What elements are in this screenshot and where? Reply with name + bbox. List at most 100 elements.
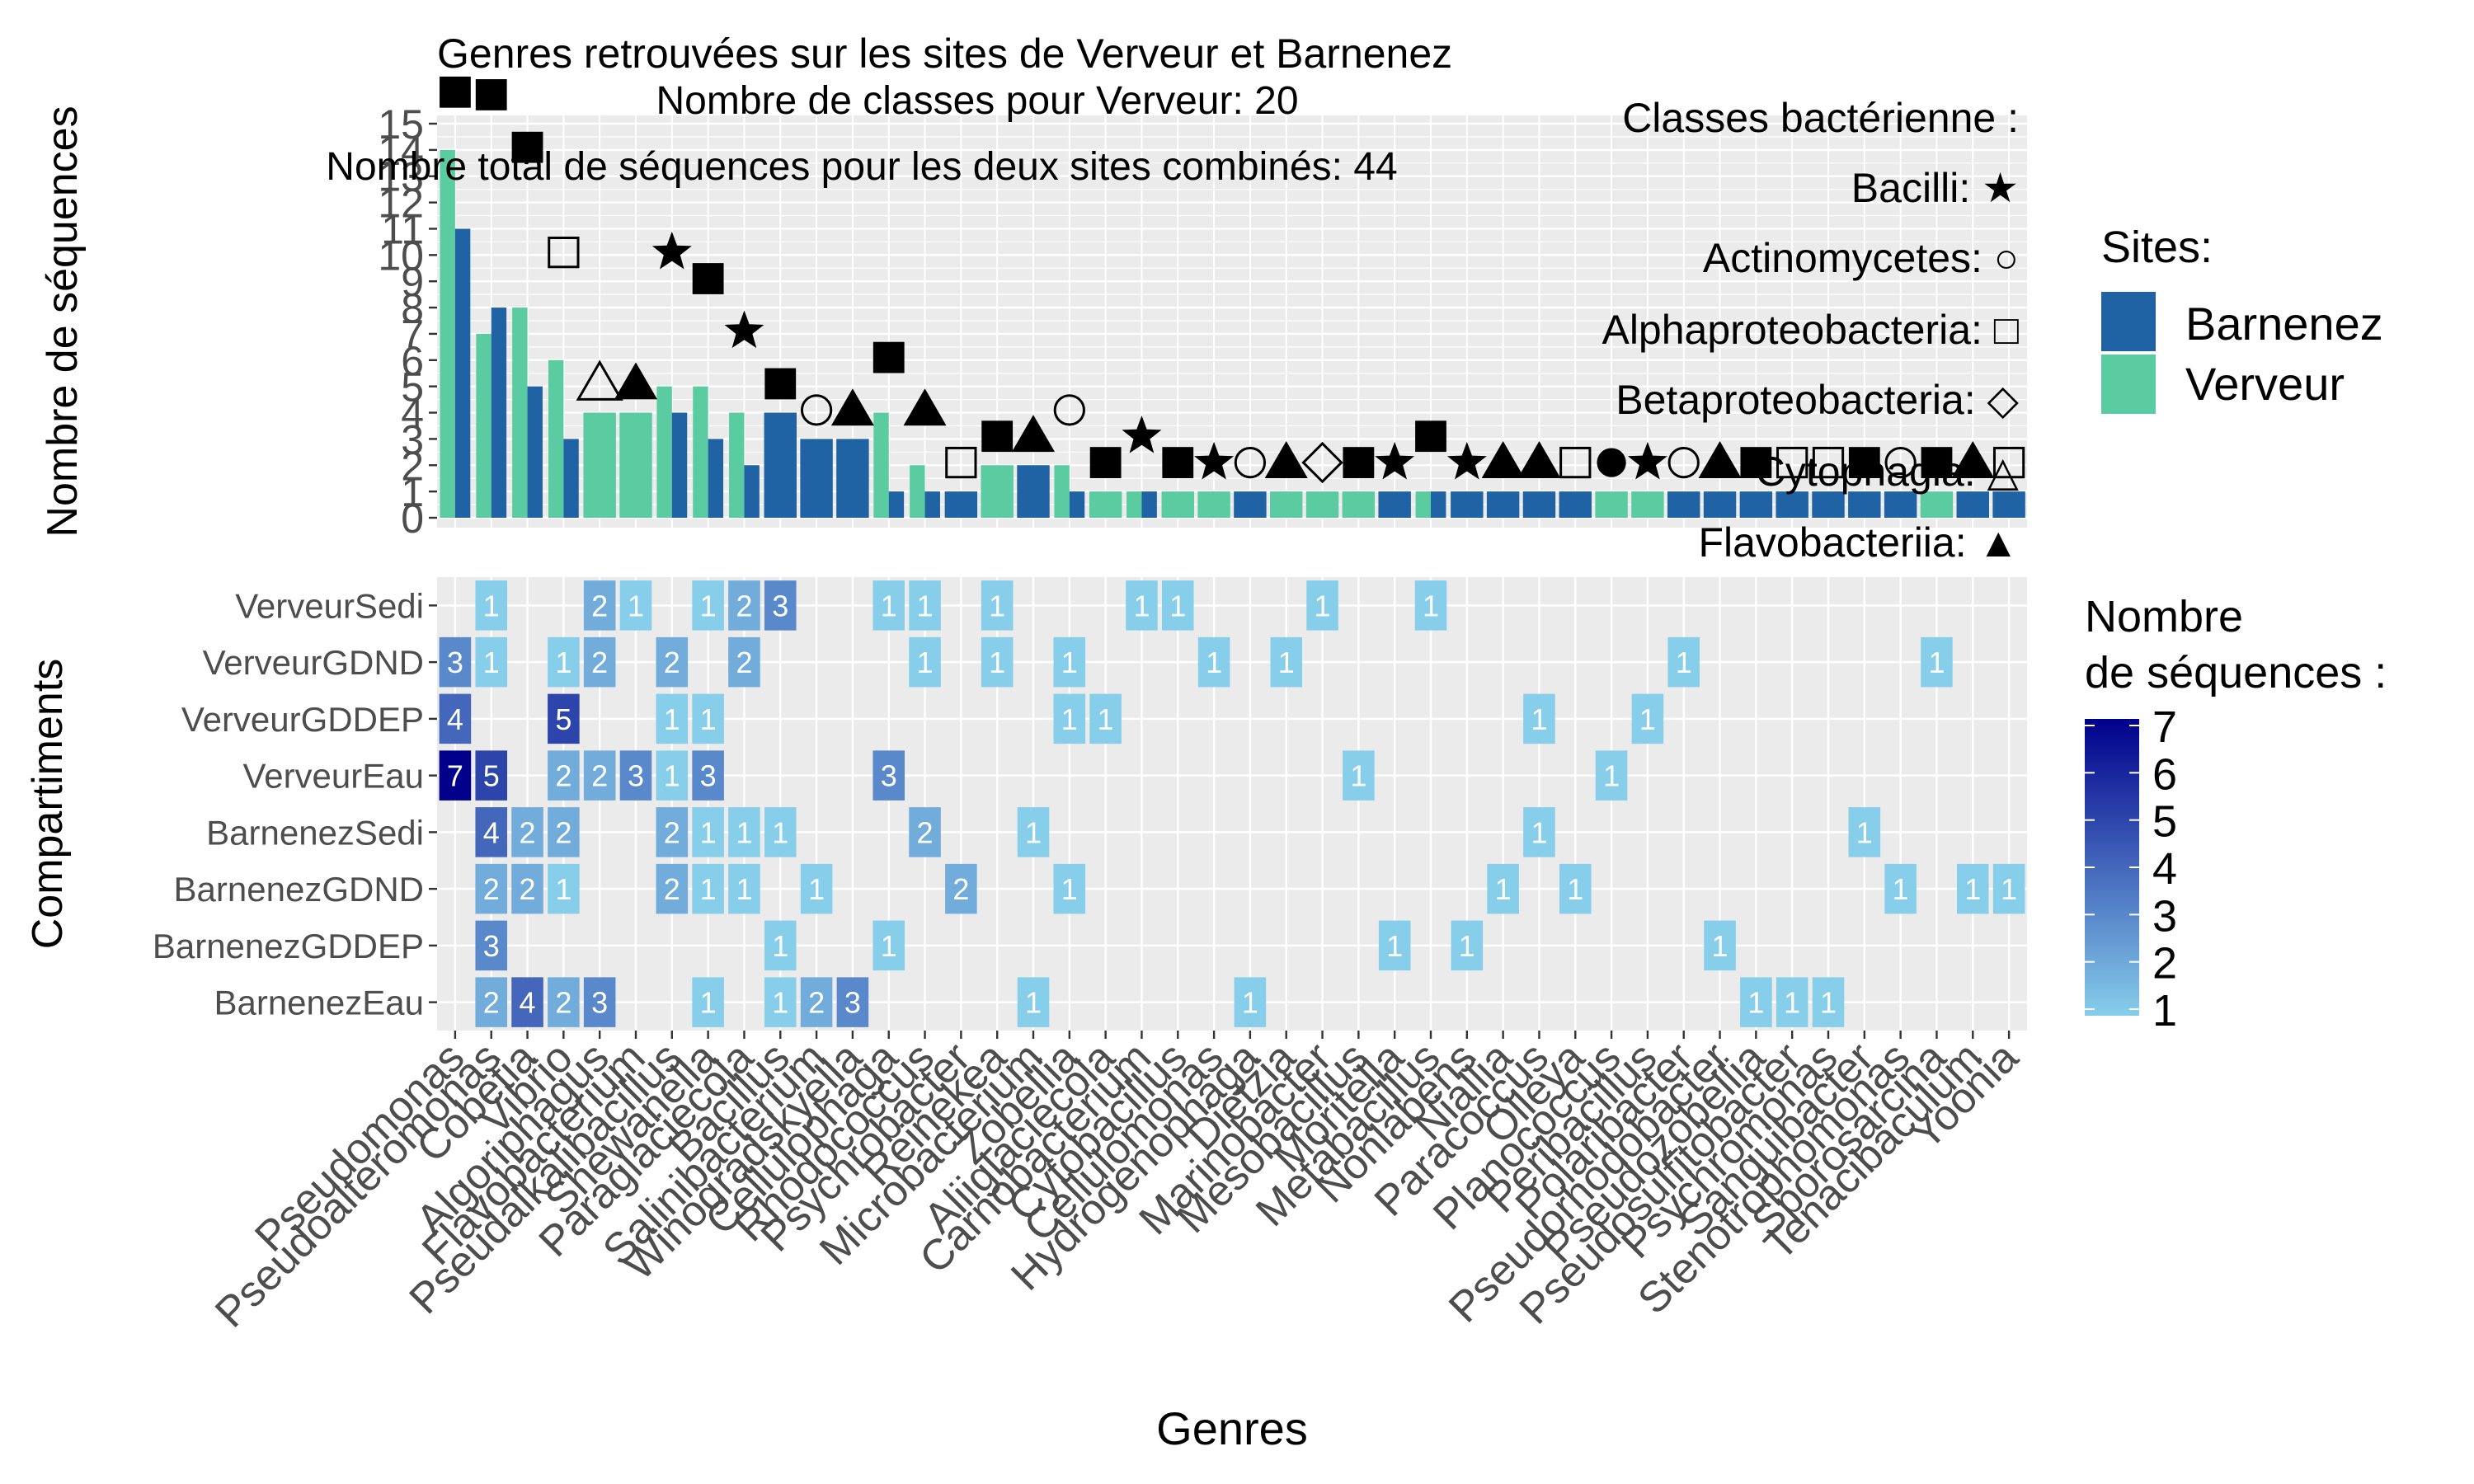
genus-tick-labels: PseudomonasPseudoalteromonasCobetiaVibri…: [206, 1031, 2028, 1337]
y-tick-label: 0: [401, 495, 424, 542]
cell-label: 1: [700, 872, 717, 906]
bar-barnenez: [1992, 491, 2025, 518]
heatmap-cell: [1234, 977, 1267, 1027]
bar-verveur: [981, 465, 1014, 518]
heatmap-cell: [439, 693, 472, 744]
row-label: BarnenezEau: [214, 984, 424, 1022]
class-symbol-square-open: [945, 446, 977, 479]
heatmap-cell: [1378, 920, 1411, 971]
cell-label: 1: [808, 872, 825, 906]
cell-label: 1: [1025, 815, 1042, 849]
class-symbol-star: [651, 231, 692, 270]
bar-verveur: [1161, 491, 1194, 518]
heatmap-cell: [656, 693, 689, 744]
y-tick-label: 11: [381, 206, 424, 252]
class-symbol-square-open: [1812, 446, 1845, 479]
cell-label: 1: [1531, 702, 1547, 736]
bar-barnenez: [671, 412, 688, 518]
class-symbol-circle-open: [1667, 446, 1700, 479]
cell-label: 2: [555, 986, 571, 1020]
heatmap-cell: [1848, 807, 1881, 857]
heatmap-cell: [1343, 750, 1375, 801]
class-symbol-star: [724, 310, 764, 349]
bar-verveur: [476, 333, 492, 518]
class-symbol-square: [1848, 447, 1880, 478]
class-symbol-square: [764, 368, 797, 400]
heatmap-cell: [872, 920, 905, 971]
cell-label: 4: [520, 986, 536, 1020]
class-legend-entry: Classes bactérienne :: [1622, 95, 2019, 141]
cell-label: 1: [700, 589, 717, 622]
cell-label: 1: [700, 986, 717, 1020]
heatmap-cell: [1053, 693, 1086, 744]
heatmap-cell: [475, 977, 508, 1027]
bar-verveur: [1270, 491, 1303, 518]
cell-label: 1: [1531, 815, 1547, 849]
y-tick-label: 12: [378, 181, 424, 227]
heatmap-cell: [1270, 636, 1303, 688]
class-symbol-square: [1162, 447, 1194, 478]
heatmap-cell: [656, 636, 689, 688]
cell-label: 4: [447, 702, 463, 736]
cell-label: 1: [1712, 929, 1729, 963]
cell-label: 1: [1061, 872, 1078, 906]
class-symbol-diamond-open: [1301, 441, 1343, 484]
cell-label: 3: [844, 986, 861, 1020]
cell-label: 1: [483, 646, 500, 679]
heatmap-cell: [909, 636, 941, 688]
cell-label: 1: [1423, 589, 1439, 622]
heatmap-cell: [1017, 977, 1050, 1027]
heatmap-cell: [1992, 863, 2025, 914]
heatmap-cell: [1053, 863, 1086, 914]
cell-label: 1: [1603, 759, 1620, 793]
heatmap-cell: [764, 580, 797, 631]
heatmap-cell: [656, 807, 689, 857]
heatmap-cell: [909, 807, 941, 857]
heatmap-cell: [800, 863, 833, 914]
bar-barnenez: [1522, 491, 1556, 518]
bar-barnenez: [1234, 491, 1267, 518]
y-tick-label: 10: [378, 232, 424, 279]
heatmap-cell: [548, 863, 580, 914]
class-legend: Classes bactérienne : Bacilli: ★ Actinomyc…: [1602, 95, 2019, 566]
bar-barnenez: [800, 439, 833, 518]
cell-label: 1: [1242, 986, 1258, 1020]
class-symbol-square: [440, 76, 471, 108]
heatmap-cell: [764, 807, 797, 857]
class-symbol-star: [1194, 441, 1235, 480]
cell-label: 1: [772, 815, 788, 849]
bar-barnenez: [454, 228, 471, 518]
cell-label: 1: [917, 589, 934, 622]
class-symbol-star: [1627, 441, 1667, 480]
cell-label: 1: [664, 702, 680, 736]
cell-label: 1: [1350, 759, 1366, 793]
heatmap-cell: [619, 750, 652, 801]
class-symbol-triangle: [614, 362, 658, 400]
heatmap-cell: [583, 580, 616, 631]
class-symbol-circle-open: [1234, 446, 1267, 479]
heatmap-cell: [1559, 863, 1592, 914]
heatmap-cell: [764, 977, 797, 1027]
y-tick-label: 7: [401, 312, 424, 358]
class-symbol-square: [475, 79, 507, 110]
cell-label: 2: [483, 872, 500, 906]
heatmap-cell: [475, 636, 508, 688]
heatmap-cell: [475, 863, 508, 914]
class-symbol-square-open: [1559, 446, 1592, 479]
colorbar-tick-label: 2: [2152, 939, 2177, 989]
cell-label: 2: [520, 815, 536, 849]
class-symbol-star: [1446, 441, 1487, 480]
y-tick-label: 3: [401, 416, 424, 463]
bar-verveur: [873, 412, 889, 518]
cell-label: 1: [1964, 872, 1981, 906]
heatmap-cell: [728, 807, 760, 857]
heatmap-cell: [1812, 977, 1845, 1027]
bar-barnenez: [1486, 491, 1520, 518]
heatmap-cell: [511, 977, 543, 1027]
bar-verveur: [729, 412, 745, 518]
heatmap-cell: [511, 863, 543, 914]
y-tick-label: 1: [401, 469, 424, 515]
legend-label-verveur: Verveur: [2185, 358, 2345, 410]
heatmap-cell: [1956, 863, 1989, 914]
